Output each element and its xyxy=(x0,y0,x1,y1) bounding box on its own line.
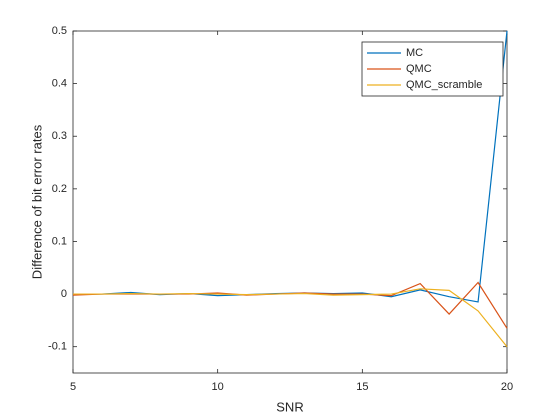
legend: MC QMC QMC_scramble xyxy=(361,41,504,97)
y-tick-label: 0.5 xyxy=(52,25,67,37)
y-tick-label: 0 xyxy=(61,288,67,300)
legend-label: QMC_scramble xyxy=(406,79,482,91)
x-axis-label: SNR xyxy=(276,399,303,414)
x-tick-label: 20 xyxy=(501,381,513,393)
legend-label: QMC xyxy=(406,63,432,75)
y-tick-label: 0.4 xyxy=(52,78,67,90)
legend-label: MC xyxy=(406,47,423,59)
line-series xyxy=(73,288,508,348)
y-axis-label: Difference of bit error rates xyxy=(29,124,44,279)
x-tick-label: 10 xyxy=(212,381,224,393)
x-tick-label: 5 xyxy=(70,381,76,393)
x-tick-label: 15 xyxy=(356,381,368,393)
y-tick-label: 0.3 xyxy=(52,130,67,142)
y-tick-label: -0.1 xyxy=(48,341,67,353)
y-tick-label: 0.2 xyxy=(52,183,67,195)
y-tick-label: 0.1 xyxy=(52,235,67,247)
